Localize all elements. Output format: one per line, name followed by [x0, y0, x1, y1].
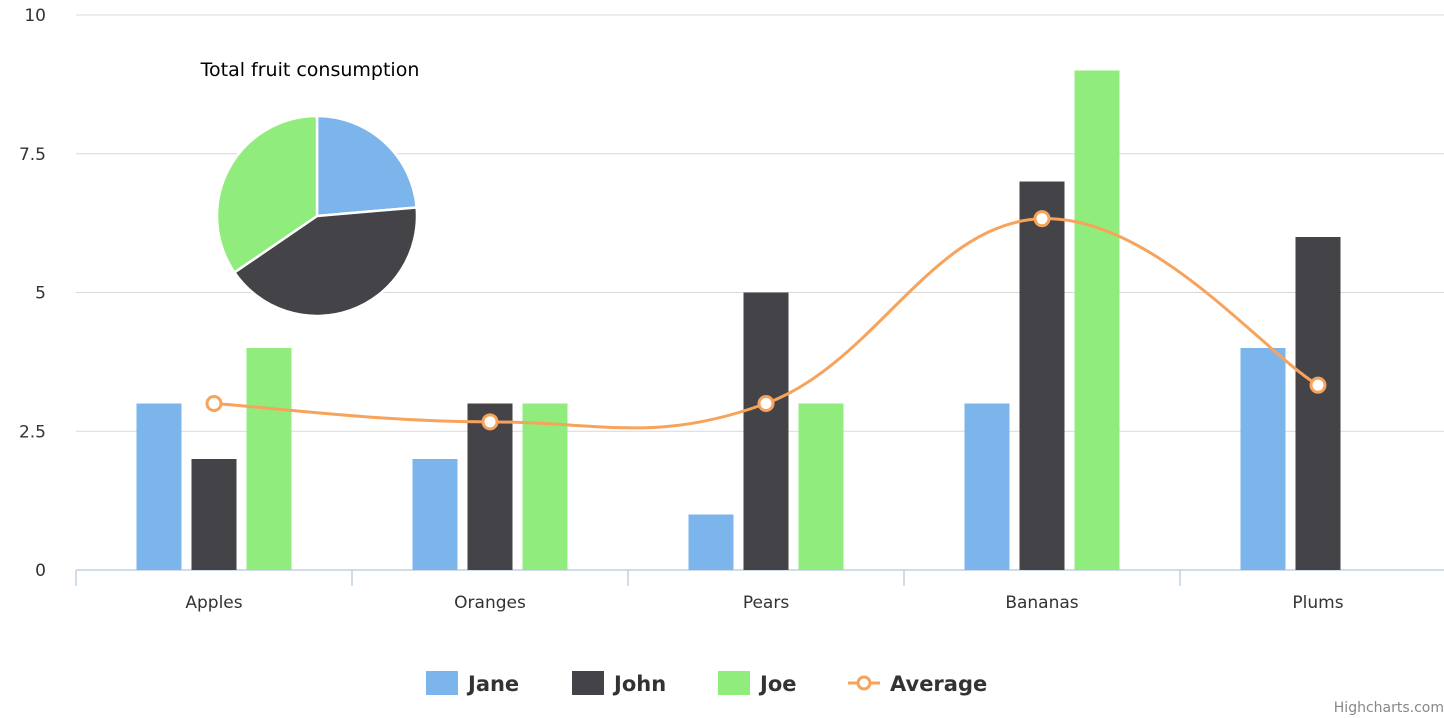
x-axis: Apples Oranges Pears Bananas Plums	[75, 569, 1444, 613]
x-tick-label: Oranges	[454, 593, 526, 613]
bar-series	[136, 70, 1341, 571]
legend-label: Jane	[466, 672, 519, 696]
average-line	[213, 217, 1319, 430]
bar-joe[interactable]	[1074, 70, 1120, 571]
x-tick-label: Bananas	[1005, 593, 1078, 613]
pie-title: Total fruit consumption	[200, 59, 420, 81]
legend-symbol	[718, 671, 750, 695]
legend-item-john[interactable]: John	[572, 671, 666, 696]
average-line-series	[205, 210, 1327, 431]
y-tick-label: 2.5	[19, 422, 46, 442]
legend: Jane John Joe Average	[426, 671, 987, 696]
y-tick-label: 10	[24, 6, 46, 26]
y-axis: 0 2.5 5 7.5 10	[19, 6, 46, 581]
y-tick-label: 7.5	[19, 145, 46, 165]
pie-slice-john[interactable]	[232, 206, 419, 318]
legend-label: Joe	[758, 672, 796, 696]
bar-jane[interactable]	[1240, 348, 1286, 570]
credits-text[interactable]: Highcharts.com	[1334, 700, 1444, 716]
legend-symbol	[426, 671, 458, 695]
average-point[interactable]	[1309, 376, 1327, 394]
bar-john[interactable]	[467, 403, 513, 571]
legend-item-joe[interactable]: Joe	[718, 671, 796, 696]
y-tick-label: 0	[35, 561, 46, 581]
legend-symbol	[856, 675, 872, 691]
pie-slice-joe[interactable]	[215, 114, 319, 275]
bar-joe[interactable]	[522, 403, 568, 571]
bar-jane[interactable]	[412, 459, 458, 570]
legend-item-jane[interactable]: Jane	[426, 671, 519, 696]
bar-joe[interactable]	[798, 403, 844, 571]
x-tick-label: Plums	[1292, 593, 1343, 613]
bar-john[interactable]	[743, 292, 789, 571]
legend-symbol	[572, 671, 604, 695]
y-tick-label: 5	[35, 284, 46, 304]
bar-joe[interactable]	[246, 348, 292, 570]
bar-jane[interactable]	[964, 403, 1010, 571]
legend-label: Average	[890, 672, 987, 696]
average-point[interactable]	[481, 413, 499, 431]
bar-jane[interactable]	[136, 403, 182, 571]
x-tick-label: Apples	[185, 593, 242, 613]
x-tick-label: Pears	[743, 593, 790, 613]
pie-chart: Total fruit consumption	[200, 59, 420, 318]
bar-john[interactable]	[1019, 181, 1065, 571]
bar-jane[interactable]	[688, 514, 734, 571]
pie-slice-jane[interactable]	[315, 114, 418, 218]
bar-john[interactable]	[191, 459, 237, 570]
average-point[interactable]	[757, 395, 775, 412]
bar-john[interactable]	[1295, 237, 1341, 570]
average-point[interactable]	[1033, 210, 1051, 228]
legend-label: John	[612, 672, 666, 696]
legend-item-average[interactable]: Average	[848, 672, 987, 696]
average-point[interactable]	[205, 395, 223, 412]
